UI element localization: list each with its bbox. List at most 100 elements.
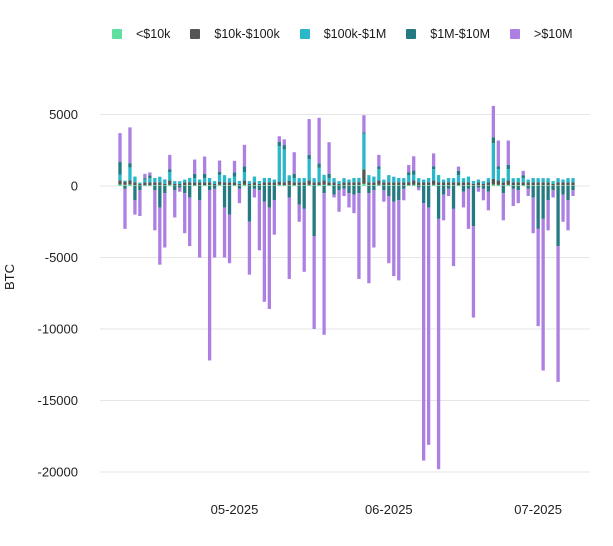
bar-segment	[272, 200, 276, 235]
legend-swatch	[112, 29, 122, 39]
bar-segment	[422, 186, 426, 204]
bar-segment	[551, 183, 555, 186]
bar-segment	[566, 182, 570, 186]
bar-segment	[441, 186, 446, 195]
bar-segment	[372, 190, 376, 248]
bar-segment	[292, 173, 296, 178]
bar-segment	[402, 186, 406, 189]
bar-segment	[307, 159, 311, 181]
bar-segment	[367, 182, 371, 186]
bar-segment	[183, 185, 187, 186]
bar-segment	[252, 185, 257, 186]
bar-segment	[282, 145, 286, 150]
bar-segment	[143, 185, 147, 186]
bar-segment	[312, 236, 316, 329]
bar-segment	[287, 175, 291, 181]
bar-segment	[461, 182, 466, 186]
bar-segment	[257, 180, 262, 184]
bar-segment	[227, 182, 232, 186]
bar-segment	[407, 184, 411, 186]
bar-segment	[247, 181, 252, 184]
bar-segment	[153, 177, 157, 183]
bar-segment	[402, 182, 406, 186]
bar-segment	[496, 184, 500, 186]
y-tick-label: -10000	[38, 322, 78, 337]
bar-segment	[193, 173, 197, 179]
bar-segment	[153, 185, 157, 186]
bar-segment	[412, 170, 416, 175]
bar-segment	[357, 184, 361, 186]
bar-segment	[392, 186, 396, 202]
bar-segment	[212, 186, 217, 189]
bar-segment	[496, 140, 500, 167]
bar-segment	[556, 178, 560, 183]
bar-segment	[153, 190, 157, 231]
bar-segment	[307, 184, 311, 186]
bar-segment	[367, 186, 371, 194]
bar-segment	[501, 178, 505, 183]
bar-segment	[476, 185, 481, 186]
bar-segment	[163, 185, 167, 186]
bar-segment	[446, 188, 451, 197]
bar-segment	[168, 180, 172, 185]
bar-segment	[227, 214, 232, 264]
bar-segment	[197, 200, 202, 258]
bar-segment	[387, 196, 391, 264]
bar-segment	[277, 181, 281, 185]
bar-segment	[536, 182, 540, 186]
bar-segment	[426, 207, 431, 445]
bar-segment	[431, 169, 436, 181]
bar-segment	[372, 182, 376, 186]
bar-segment	[446, 177, 451, 183]
bar-segment	[148, 172, 152, 176]
bar-segment	[422, 182, 426, 186]
bar-segment	[481, 181, 486, 184]
bar-segment	[217, 160, 222, 172]
bar-segment	[486, 182, 491, 186]
bar-segment	[342, 178, 346, 183]
bar-segment	[491, 178, 496, 185]
bar-segment	[426, 186, 431, 208]
bar-segment	[466, 176, 471, 183]
bar-segment	[188, 186, 192, 198]
bar-segment	[317, 117, 321, 164]
y-tick-label: -20000	[38, 465, 78, 480]
bar-segment	[128, 184, 132, 186]
chart-legend: <$10k $10k-$100k $100k-$1M $1M-$10M >$10M	[112, 27, 593, 41]
bar-segment	[307, 119, 311, 155]
bar-segment	[212, 188, 217, 258]
bar-segment	[168, 184, 172, 186]
bar-segment	[133, 200, 137, 215]
bar-segment	[461, 186, 466, 192]
bar-segment	[436, 174, 441, 183]
bar-segment	[446, 182, 451, 186]
bar-segment	[407, 174, 411, 183]
bar-segment	[367, 193, 371, 284]
bar-segment	[506, 184, 510, 186]
bar-segment	[222, 185, 227, 186]
bar-segment	[232, 160, 237, 173]
bar-segment	[337, 181, 341, 184]
bar-segment	[262, 186, 267, 202]
bar-segment	[511, 178, 515, 183]
bar-segment	[332, 185, 336, 186]
bar-segment	[422, 203, 426, 461]
bar-segment	[476, 187, 481, 192]
bar-segment	[451, 185, 456, 186]
bar-segment	[277, 146, 281, 182]
bar-segment	[183, 182, 187, 186]
bar-segment	[526, 182, 530, 186]
bar-segment	[332, 194, 336, 198]
bar-segment	[422, 179, 426, 183]
bar-segment	[347, 182, 351, 186]
bar-segment	[417, 186, 421, 188]
bar-segment	[217, 171, 222, 175]
bar-segment	[412, 180, 416, 185]
bar-segment	[317, 167, 321, 183]
bar-segment	[491, 143, 496, 179]
bar-segment	[133, 176, 137, 183]
bar-segment	[357, 177, 361, 183]
bar-segment	[436, 182, 441, 185]
